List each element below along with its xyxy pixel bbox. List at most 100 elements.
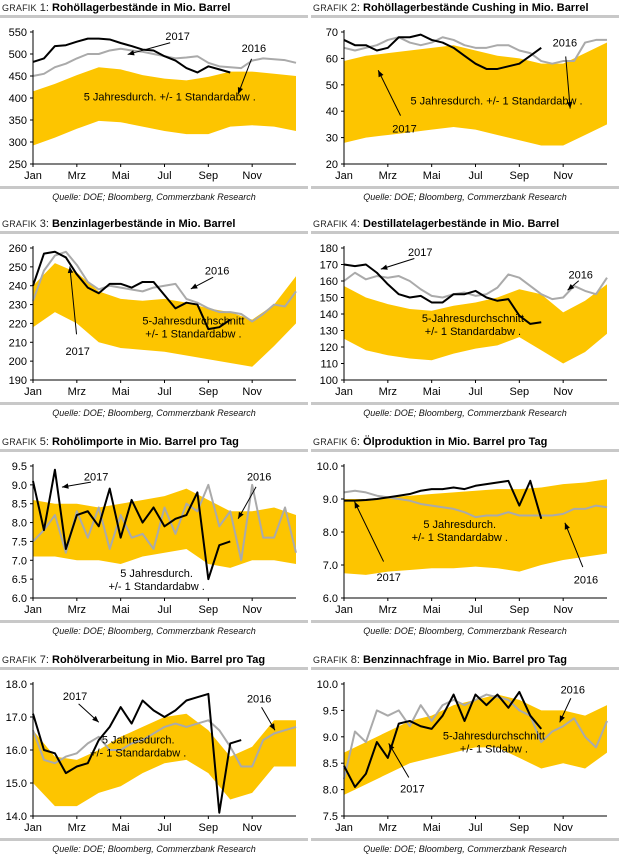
y-tick-label: 160 xyxy=(320,276,338,288)
chart-title-number: 8: xyxy=(347,654,364,666)
arrowhead-icon xyxy=(354,501,360,509)
chart-title-text: Rohöllagerbestände in Mio. Barrel xyxy=(52,2,231,14)
series-label-2016: 2016 xyxy=(247,694,271,706)
series-line-2017 xyxy=(32,468,231,581)
y-tick-label: 15.0 xyxy=(6,778,27,790)
chart-title: GRAFIK 8: Benzinnachfrage in Mio. Barrel… xyxy=(313,654,567,666)
title-divider xyxy=(0,231,308,234)
source-note: Quelle: DOE; Bloomberg, Commerzbank Rese… xyxy=(52,192,256,202)
x-tick-label: Mai xyxy=(112,604,130,616)
y-tick-label: 8.0 xyxy=(323,527,338,539)
band-label: +/- 1 Standardabw . xyxy=(425,326,521,338)
y-tick-label: 550 xyxy=(9,27,27,39)
x-tick-label: Nov xyxy=(553,386,573,398)
source-divider xyxy=(311,838,619,841)
y-tick-label: 9.0 xyxy=(323,732,338,744)
x-tick-label: Mrz xyxy=(68,604,86,616)
x-tick-label: Jul xyxy=(468,386,482,398)
chart-svg: 190 200 210 220 230 240 250 260 Jan Mrz Mai Jul Sep N… xyxy=(9,243,297,398)
x-tick-label: Jan xyxy=(24,822,42,834)
series-line-2016 xyxy=(32,719,297,768)
band-label: 5 Jahresdurch. +/- 1 Standardabw . xyxy=(410,96,582,108)
arrowhead-icon xyxy=(564,522,570,530)
x-tick-label: Jul xyxy=(468,170,482,182)
series-line-2017 xyxy=(344,479,543,520)
band-label: 5 Jahresdurch. xyxy=(102,734,175,746)
source-divider xyxy=(0,186,308,189)
chart-panel-5: GRAFIK 5: Rohölimporte in Mio. Barrel pr… xyxy=(0,434,308,649)
x-tick-label: Jul xyxy=(468,822,482,834)
y-tick-label: 50 xyxy=(326,80,338,92)
y-tick-label: 18.0 xyxy=(6,679,27,691)
title-divider xyxy=(311,667,619,670)
chart-title-text: Rohölimporte in Mio. Barrel pro Tag xyxy=(52,436,239,448)
arrowhead-icon xyxy=(127,50,135,56)
chart-title-text: Benzinnachfrage in Mio. Barrel pro Tag xyxy=(363,654,567,666)
series-label-2016: 2016 xyxy=(205,265,229,277)
x-tick-label: Mrz xyxy=(68,170,86,182)
x-tick-label: Mai xyxy=(423,822,441,834)
chart-svg: 20 30 40 50 60 70 Jan Mrz Mai Jul Sep Nov 5 Jahresdu… xyxy=(326,27,607,182)
chart-title-prefix: GRAFIK xyxy=(313,219,348,229)
series-label-2017: 2017 xyxy=(376,572,400,584)
x-tick-label: Nov xyxy=(242,170,262,182)
y-tick-label: 170 xyxy=(320,260,338,272)
series-label-2017: 2017 xyxy=(392,123,416,135)
chart-title-prefix: GRAFIK xyxy=(313,3,348,13)
x-tick-label: Mrz xyxy=(379,822,397,834)
source-divider xyxy=(0,838,308,841)
y-tick-label: 130 xyxy=(320,326,338,338)
y-tick-label: 10.0 xyxy=(317,679,338,691)
title-divider xyxy=(311,449,619,452)
chart-title-number: 4: xyxy=(347,218,364,230)
x-tick-label: Mrz xyxy=(68,386,86,398)
series-line-2017 xyxy=(343,33,542,70)
arrow-2017 xyxy=(388,743,410,778)
arrowhead-icon xyxy=(380,264,388,270)
x-tick-label: Jul xyxy=(157,604,171,616)
y-tick-label: 7.5 xyxy=(12,536,27,548)
arrow-2017 xyxy=(354,501,385,562)
y-tick-label: 180 xyxy=(320,243,338,255)
series-line-2016 xyxy=(343,271,608,301)
y-tick-label: 9.0 xyxy=(323,494,338,506)
arrow-2017 xyxy=(127,42,171,55)
y-tick-label: 120 xyxy=(320,342,338,354)
source-divider xyxy=(0,620,308,623)
series-label-2016: 2016 xyxy=(568,269,592,281)
source-note: Quelle: DOE; Bloomberg, Commerzbank Rese… xyxy=(52,844,256,854)
band-label: 5 Jahresdurch. xyxy=(423,519,496,531)
chart-title-prefix: GRAFIK xyxy=(2,219,37,229)
y-tick-label: 8.0 xyxy=(12,518,27,530)
chart-svg: 14.0 15.0 16.0 17.0 18.0 Jan Mrz Mai Jul Sep Nov 5 … xyxy=(6,679,297,834)
chart-svg: 100 110 120 130 140 150 160 170 180 Jan Mrz Mai Jul S… xyxy=(320,243,608,398)
series-line-2017 xyxy=(32,250,231,331)
x-tick-label: Jan xyxy=(335,170,353,182)
std-band-area xyxy=(33,263,296,367)
chart-panel-6: GRAFIK 6: Ölproduktion in Mio. Barrel pr… xyxy=(311,434,619,649)
chart-svg: 7.5 8.0 8.5 9.0 9.5 10.0 Jan Mrz Mai Jul Sep Nov 5-J… xyxy=(317,679,608,834)
y-tick-label: 450 xyxy=(9,71,27,83)
std-band-area xyxy=(344,479,607,575)
y-tick-label: 210 xyxy=(9,337,27,349)
x-tick-label: Nov xyxy=(553,822,573,834)
y-tick-label: 6.0 xyxy=(323,593,338,605)
std-band-area xyxy=(344,694,607,795)
arrowhead-icon xyxy=(269,723,275,731)
y-tick-label: 100 xyxy=(320,375,338,387)
source-divider xyxy=(0,402,308,405)
chart-title-number: 1: xyxy=(36,2,53,14)
band-label: 5 Jahresdurch. +/- 1 Standardabw . xyxy=(84,92,256,104)
chart-title: GRAFIK 6: Ölproduktion in Mio. Barrel pr… xyxy=(313,436,547,448)
x-tick-label: Jan xyxy=(335,604,353,616)
y-tick-label: 40 xyxy=(326,106,338,118)
y-tick-label: 9.0 xyxy=(12,480,27,492)
chart-title: GRAFIK 1: Rohöllagerbestände in Mio. Bar… xyxy=(2,2,231,14)
series-line-2016 xyxy=(343,693,608,780)
y-tick-label: 6.5 xyxy=(12,574,27,586)
title-divider xyxy=(311,231,619,234)
arrowhead-icon xyxy=(92,715,99,723)
series-label-2016: 2016 xyxy=(553,38,577,50)
chart-title-number: 3: xyxy=(36,218,53,230)
series-line-2017 xyxy=(343,690,543,788)
